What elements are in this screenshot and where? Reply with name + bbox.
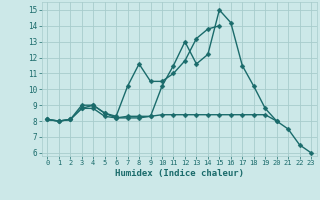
X-axis label: Humidex (Indice chaleur): Humidex (Indice chaleur) — [115, 169, 244, 178]
